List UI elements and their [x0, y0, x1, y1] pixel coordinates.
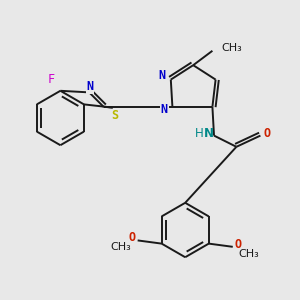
Text: F: F	[47, 73, 54, 86]
Text: CH₃: CH₃	[221, 43, 242, 53]
Text: N: N	[86, 80, 93, 93]
Text: H: H	[195, 128, 204, 140]
Text: O: O	[235, 238, 242, 251]
Text: N: N	[158, 69, 165, 82]
Text: N: N	[161, 103, 168, 116]
Text: O: O	[263, 128, 270, 140]
Text: O: O	[128, 231, 135, 244]
Text: CH₃: CH₃	[238, 249, 259, 259]
Text: S: S	[112, 109, 119, 122]
Text: N: N	[204, 128, 214, 140]
Text: CH₃: CH₃	[111, 242, 131, 253]
